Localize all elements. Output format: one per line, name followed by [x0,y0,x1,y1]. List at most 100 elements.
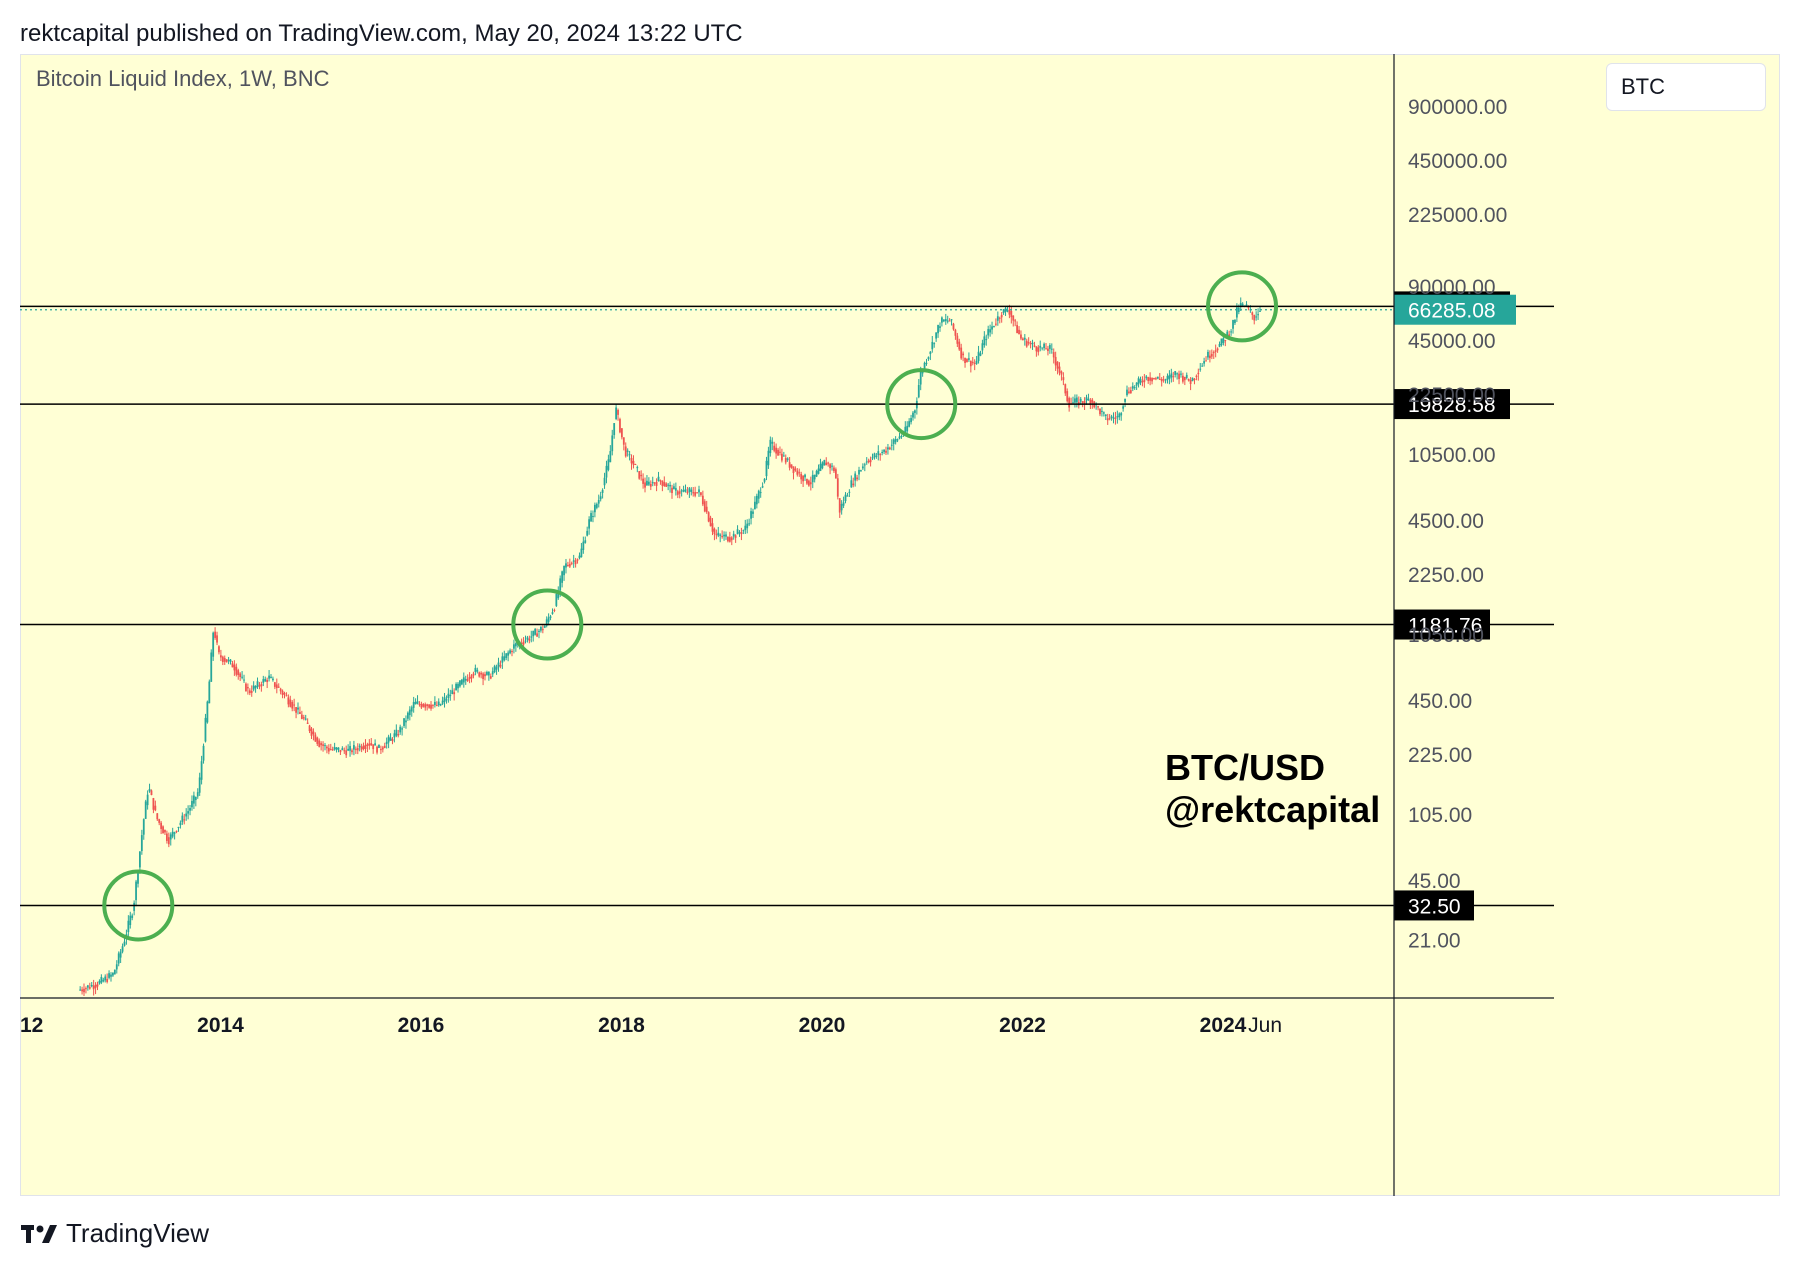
candle-body [919,371,922,385]
candle-body [312,731,315,735]
candle-body [1108,418,1111,420]
candle-body [1241,303,1244,306]
candle-body [1079,398,1082,402]
candle-body [333,747,336,750]
candle-body [1029,343,1032,345]
candle-body [856,477,858,480]
candle-body [486,672,488,675]
candle-body [1021,338,1024,341]
candle-body [1052,352,1055,358]
candle-body [79,989,82,991]
candle-body [1137,378,1140,385]
candle-body [487,671,490,676]
candle-body [738,532,741,534]
y-tick-label-3: 90000.00 [1408,276,1496,299]
candle-body [362,745,365,749]
footer-brand[interactable]: TradingView [20,1218,209,1249]
candle-body [233,664,236,671]
candle-body [860,470,862,472]
candle-body [861,466,864,469]
candle-body [408,709,411,716]
candle-body [113,969,116,975]
candle-body [973,362,976,364]
candle-body [327,747,330,752]
candle-body [850,480,853,488]
candle-body [1075,397,1078,403]
axes-layer: 900000.00 450000.00 225000.00 90000.00 45000… [20,54,1554,1196]
candle-body [360,746,363,750]
candle-body [297,707,299,710]
candle-body [347,748,350,751]
current-price-tag-label: 66285.08 [1408,300,1496,323]
candle-body [1128,391,1130,393]
candle-body [1247,307,1250,309]
candle-body [316,737,319,744]
candle-body [480,672,483,675]
candle-body [991,326,993,330]
candle-body [568,563,571,567]
candle-body [353,745,355,750]
candle-body [1172,376,1175,378]
candle-body [264,678,267,682]
candle-body [755,495,758,505]
candle-body [765,460,768,477]
chart-canvas[interactable]: Bitcoin Liquid Index, 1W, BNC 69164.8619… [20,54,1780,1196]
candle-body [1149,377,1152,381]
candle-body [86,985,89,988]
candle-body [104,976,107,981]
symbol-search-input[interactable]: BTC [1606,63,1766,111]
candle-body [1045,348,1047,350]
candle-body [285,695,288,697]
candle-body [424,704,427,708]
candle-body [505,653,508,658]
candle-body [833,467,835,472]
y-tick-label-12: 105.00 [1408,804,1472,827]
candle-body [399,726,402,733]
candle-body [962,353,965,356]
candle-body [1230,331,1232,333]
candle-body [121,946,124,952]
candle-body [501,656,504,663]
candle-body [493,665,496,673]
y-tick-label-1: 450000.00 [1408,150,1507,173]
candle-body [291,702,294,709]
candle-body [1002,309,1005,314]
candle-body [356,748,359,751]
candle-body [748,523,751,525]
candle-body [549,616,552,618]
publisher-line: rektcapital published on TradingView.com… [20,20,743,47]
candle-body [385,741,388,745]
candle-body [580,548,583,558]
candle-body [1023,337,1026,340]
candle-body [387,736,390,743]
candle-body [139,851,141,868]
candle-body [254,686,257,689]
candle-body [622,437,625,445]
candle-body [1018,329,1020,335]
candle-body [212,632,215,657]
candle-body [1008,309,1011,315]
candle-body [503,656,506,661]
candle-body [88,986,91,989]
candle-body [767,450,770,466]
candle-body [194,796,197,800]
candle-body [439,704,442,706]
candle-body [405,720,407,723]
candle-body [1185,374,1188,378]
candle-body [337,747,340,750]
annotation-pair: BTC/USD [1165,747,1325,788]
candle-body [453,692,456,695]
candle-body [310,728,313,736]
candle-body [160,822,163,829]
candle-body [351,750,353,753]
candle-body [1245,304,1248,307]
candle-body [574,560,577,565]
candle-body [1237,307,1240,312]
candle-body [684,489,687,492]
candle-body [925,362,928,364]
candle-body [262,679,265,683]
candle-body [1210,353,1213,357]
candle-body [846,495,849,497]
candle-body [784,457,787,463]
candle-body [1212,352,1215,354]
